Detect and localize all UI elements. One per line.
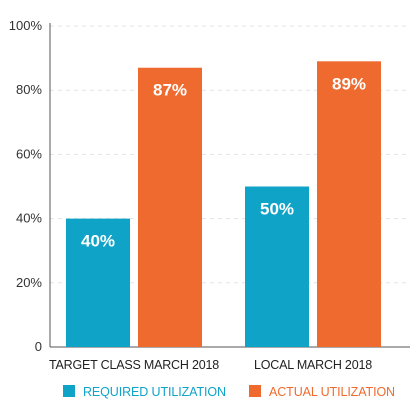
- y-tick-label: 0: [35, 339, 42, 354]
- legend-swatch: [63, 385, 75, 397]
- y-tick-label: 60%: [16, 146, 42, 161]
- y-tick-label: 20%: [16, 275, 42, 290]
- bars: [66, 61, 381, 348]
- data-label: 89%: [332, 74, 366, 93]
- y-tick-label: 80%: [16, 82, 42, 97]
- legend-label: REQUIRED UTILIZATION: [83, 385, 226, 399]
- bar-required-0: [66, 218, 130, 347]
- bar-actual-1: [317, 61, 381, 348]
- data-label: 40%: [81, 232, 115, 251]
- data-label: 87%: [153, 81, 187, 100]
- legend-label: ACTUAL UTILIZATION: [269, 385, 395, 399]
- x-category-label: TARGET CLASS MARCH 2018: [49, 358, 219, 372]
- x-axis-categories: TARGET CLASS MARCH 2018 LOCAL MARCH 2018: [49, 358, 372, 372]
- legend-swatch: [249, 385, 261, 397]
- y-tick-label: 40%: [16, 211, 42, 226]
- bar-required-1: [245, 186, 309, 347]
- legend: REQUIRED UTILIZATION ACTUAL UTILIZATION: [63, 385, 395, 399]
- y-tick-label: 100%: [9, 18, 43, 33]
- data-label: 50%: [260, 200, 294, 219]
- bar-actual-0: [138, 67, 202, 347]
- data-labels: 40% 87% 50% 89%: [81, 74, 366, 250]
- x-category-label: LOCAL MARCH 2018: [254, 358, 372, 372]
